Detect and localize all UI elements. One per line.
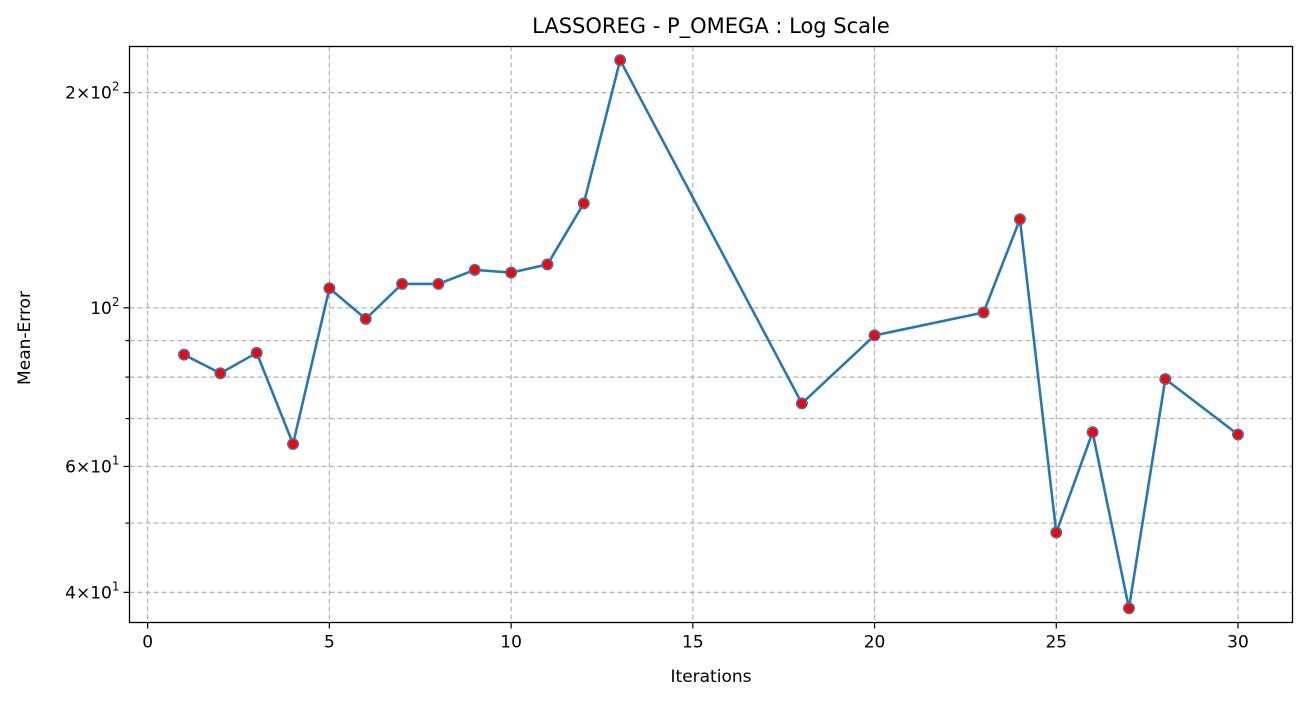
axes bbox=[128, 45, 1294, 624]
data-point bbox=[359, 312, 372, 325]
data-point bbox=[614, 54, 627, 67]
data-point bbox=[214, 367, 227, 380]
chart-title: LASSOREG - P_OMEGA : Log Scale bbox=[532, 14, 890, 39]
data-point bbox=[1159, 373, 1172, 386]
data-point bbox=[541, 258, 554, 271]
y-tick-label: 6×101 bbox=[65, 453, 119, 477]
y-tick-label: 4×101 bbox=[65, 579, 119, 603]
data-point bbox=[1050, 526, 1063, 539]
data-point bbox=[396, 277, 409, 290]
data-point bbox=[505, 266, 518, 279]
x-tick-label: 25 bbox=[1045, 633, 1067, 653]
x-tick-label: 0 bbox=[142, 633, 153, 653]
data-point bbox=[868, 329, 881, 342]
x-tick-label: 15 bbox=[682, 633, 704, 653]
data-point bbox=[1231, 428, 1244, 441]
data-point bbox=[977, 306, 990, 319]
x-axis-label: Iterations bbox=[671, 667, 752, 687]
data-point bbox=[323, 282, 336, 295]
y-tick-label: 102 bbox=[90, 295, 119, 319]
x-tick-label: 20 bbox=[864, 633, 886, 653]
y-tick-label: 2×102 bbox=[65, 80, 119, 104]
data-point bbox=[250, 346, 263, 359]
x-tick-label: 5 bbox=[324, 633, 335, 653]
data-point bbox=[287, 437, 300, 450]
data-point bbox=[795, 397, 808, 410]
data-point bbox=[432, 277, 445, 290]
x-tick-label: 30 bbox=[1227, 633, 1249, 653]
data-point bbox=[577, 197, 590, 210]
data-point bbox=[178, 348, 191, 361]
data-point bbox=[468, 263, 481, 276]
data-point bbox=[1122, 602, 1135, 615]
series-line bbox=[183, 58, 1239, 610]
y-axis-label: Mean-Error bbox=[15, 291, 35, 385]
grid-lines bbox=[129, 46, 1293, 623]
x-tick-label: 10 bbox=[500, 633, 522, 653]
series-layer bbox=[178, 54, 1244, 615]
data-point bbox=[1013, 213, 1026, 226]
ticks: 0 5 10 15 20 25 30 4×101 6×101 102 2×102 bbox=[65, 80, 1249, 653]
plot-frame bbox=[128, 45, 1294, 624]
data-point bbox=[1086, 426, 1099, 439]
